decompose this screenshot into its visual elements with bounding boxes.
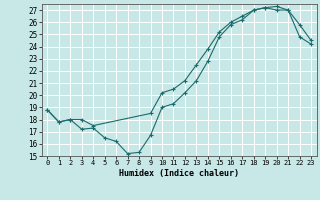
X-axis label: Humidex (Indice chaleur): Humidex (Indice chaleur) bbox=[119, 169, 239, 178]
